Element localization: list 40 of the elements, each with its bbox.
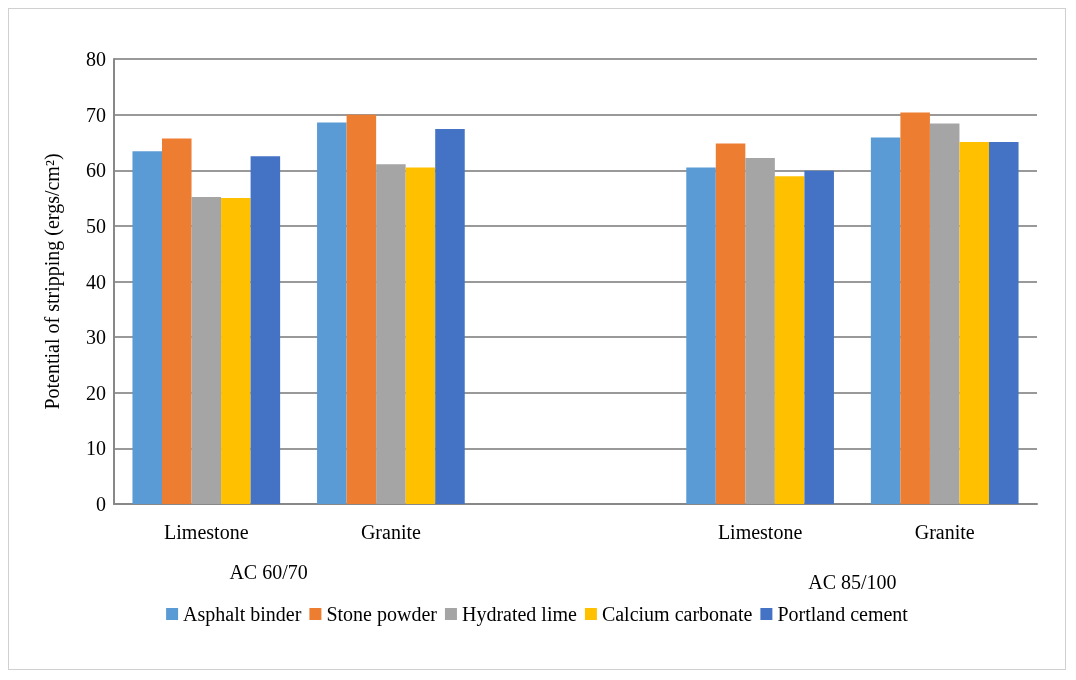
bar [959,141,989,504]
y-tick-label: 80 [86,48,106,70]
x-tick-label: Limestone [164,521,249,543]
legend-label: Stone powder [326,603,438,626]
bar [346,114,377,504]
bar [774,176,805,504]
legend-label: Hydrated lime [461,603,578,626]
bar [132,151,162,504]
bar [804,170,834,504]
bar [250,156,281,504]
y-tick-label: 20 [86,381,106,404]
bar [405,167,436,504]
bar [191,196,222,504]
bar [686,167,716,504]
bar [929,123,960,504]
bar [221,198,251,504]
legend-label: Calcium carbonate [601,603,753,625]
x-tick-label: Granite [360,521,421,543]
bar [870,137,901,504]
text: AC 60/70 [229,561,308,583]
y-tick-label: 60 [86,159,106,182]
bar [715,143,746,504]
bar [376,164,406,504]
bar [900,112,930,504]
y-tick-label: 70 [86,103,106,126]
x-tick-label: Granite [914,521,975,543]
y-tick-label: 40 [86,270,106,293]
bar [162,138,192,504]
y-axis-title: Potential of stripping (ergs/cm²) [41,153,64,410]
y-tick-label: 0 [96,493,106,515]
bar [435,129,465,504]
bar [317,122,347,504]
x-tick-label: Limestone [717,521,803,543]
y-tick-label: 50 [86,214,106,237]
text: AC 85/100 [808,571,897,593]
y-tick-label: 10 [86,437,106,460]
legend-label: Portland cement [777,603,909,625]
legend-label: Asphalt binder [183,603,302,626]
bar [989,141,1019,504]
y-tick-label: 30 [86,326,106,349]
